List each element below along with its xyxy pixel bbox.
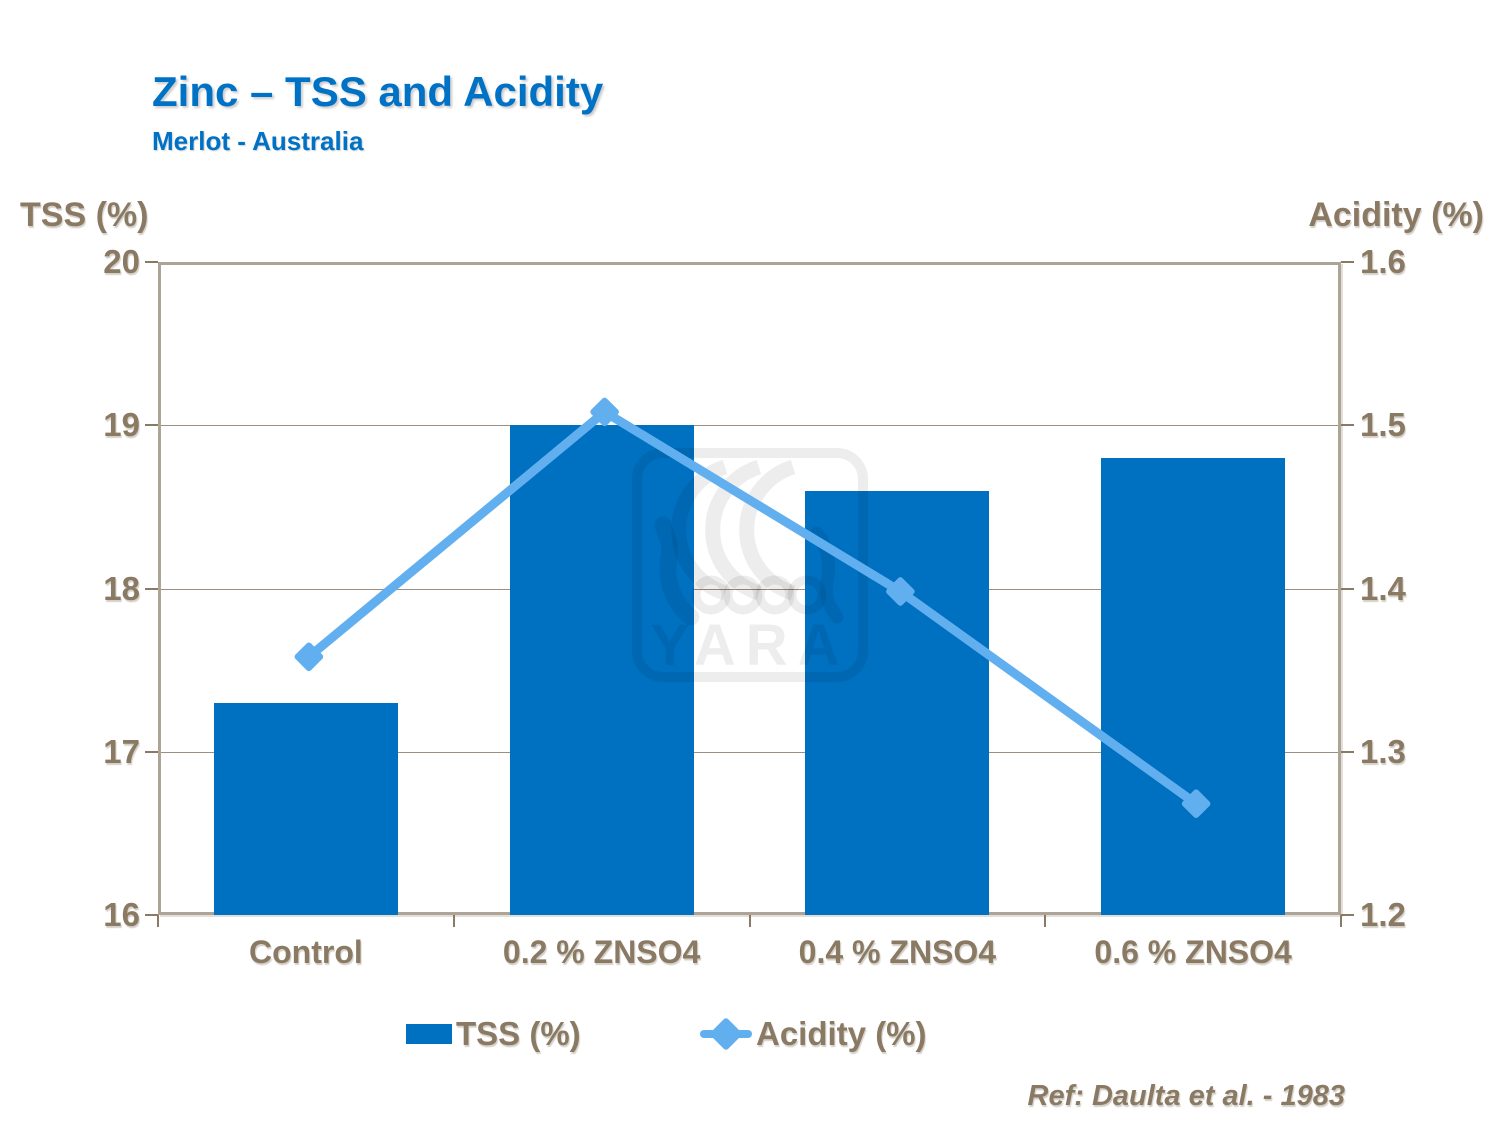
- chart-title: Zinc – TSS and Acidity: [152, 68, 604, 115]
- right-axis-tick-label: 1.6: [1360, 243, 1406, 280]
- axis-tick-mark: [1341, 750, 1354, 753]
- right-axis-tick-label: 1.2: [1360, 896, 1406, 933]
- x-axis-category-label: Control: [249, 934, 363, 970]
- tss-legend-label: TSS (%): [456, 1015, 581, 1052]
- acidity-line: [306, 406, 1199, 808]
- tss-bar: [213, 702, 398, 915]
- acidity-legend-marker-icon: [700, 1017, 752, 1051]
- axis-tick-mark: [145, 261, 158, 263]
- legend-item-acidity: Acidity (%): [700, 1012, 927, 1056]
- right-axis-tick-label: 1.5: [1360, 406, 1406, 444]
- left-axis-tick-label: 16: [103, 896, 140, 933]
- acidity-point: [886, 577, 915, 606]
- tss-bar: [805, 490, 990, 915]
- axis-tick-mark: [1341, 587, 1354, 590]
- axis-tick-mark: [145, 587, 158, 590]
- legend-item-tss: TSS (%): [406, 1012, 581, 1056]
- right-axis-title: Acidity (%): [1308, 196, 1484, 234]
- axis-tick-mark: [1341, 914, 1354, 916]
- gridline: [161, 425, 1338, 427]
- gridline: [161, 588, 1338, 590]
- axis-tick-mark: [145, 914, 158, 916]
- acidity-point: [590, 397, 619, 427]
- chart-subtitle: Merlot - Australia: [152, 126, 364, 156]
- axis-tick-mark: [452, 915, 455, 927]
- tss-legend-swatch-icon: [406, 1024, 452, 1044]
- axis-tick-mark: [145, 750, 158, 753]
- left-axis-tick-label: 19: [103, 406, 140, 444]
- axis-tick-mark: [748, 915, 751, 927]
- axis-tick-mark: [157, 915, 159, 927]
- left-axis-tick-label: 18: [103, 569, 140, 607]
- axis-tick-mark: [145, 424, 158, 427]
- left-axis-tick-label: 20: [103, 243, 140, 280]
- right-axis-tick-label: 1.4: [1360, 569, 1406, 607]
- gridline: [161, 751, 1338, 753]
- x-axis-category-label: 0.4 % ZNSO4: [798, 934, 997, 970]
- axis-tick-mark: [1044, 915, 1047, 927]
- acidity-legend-label: Acidity (%): [756, 1015, 927, 1052]
- left-axis-tick-label: 17: [103, 732, 140, 770]
- right-axis-tick-label: 1.3: [1360, 732, 1406, 770]
- left-axis-title: TSS (%): [20, 196, 149, 234]
- acidity-line-series: [294, 397, 1211, 819]
- axis-tick-mark: [1341, 424, 1354, 427]
- acidity-legend-diamond-icon: [709, 1017, 743, 1051]
- x-axis-category-label: 0.6 % ZNSO4: [1094, 934, 1292, 970]
- reference-citation: Ref: Daulta et al. - 1983: [1027, 1080, 1346, 1112]
- axis-tick-mark: [1341, 261, 1354, 263]
- tss-bar: [1101, 457, 1286, 915]
- plot-area: YARA: [158, 262, 1341, 915]
- axis-tick-mark: [1340, 915, 1342, 927]
- tss-bar: [509, 425, 694, 915]
- acidity-point: [294, 642, 324, 672]
- x-axis-category-label: 0.2 % ZNSO4: [502, 934, 701, 970]
- acidity-point: [1181, 789, 1211, 819]
